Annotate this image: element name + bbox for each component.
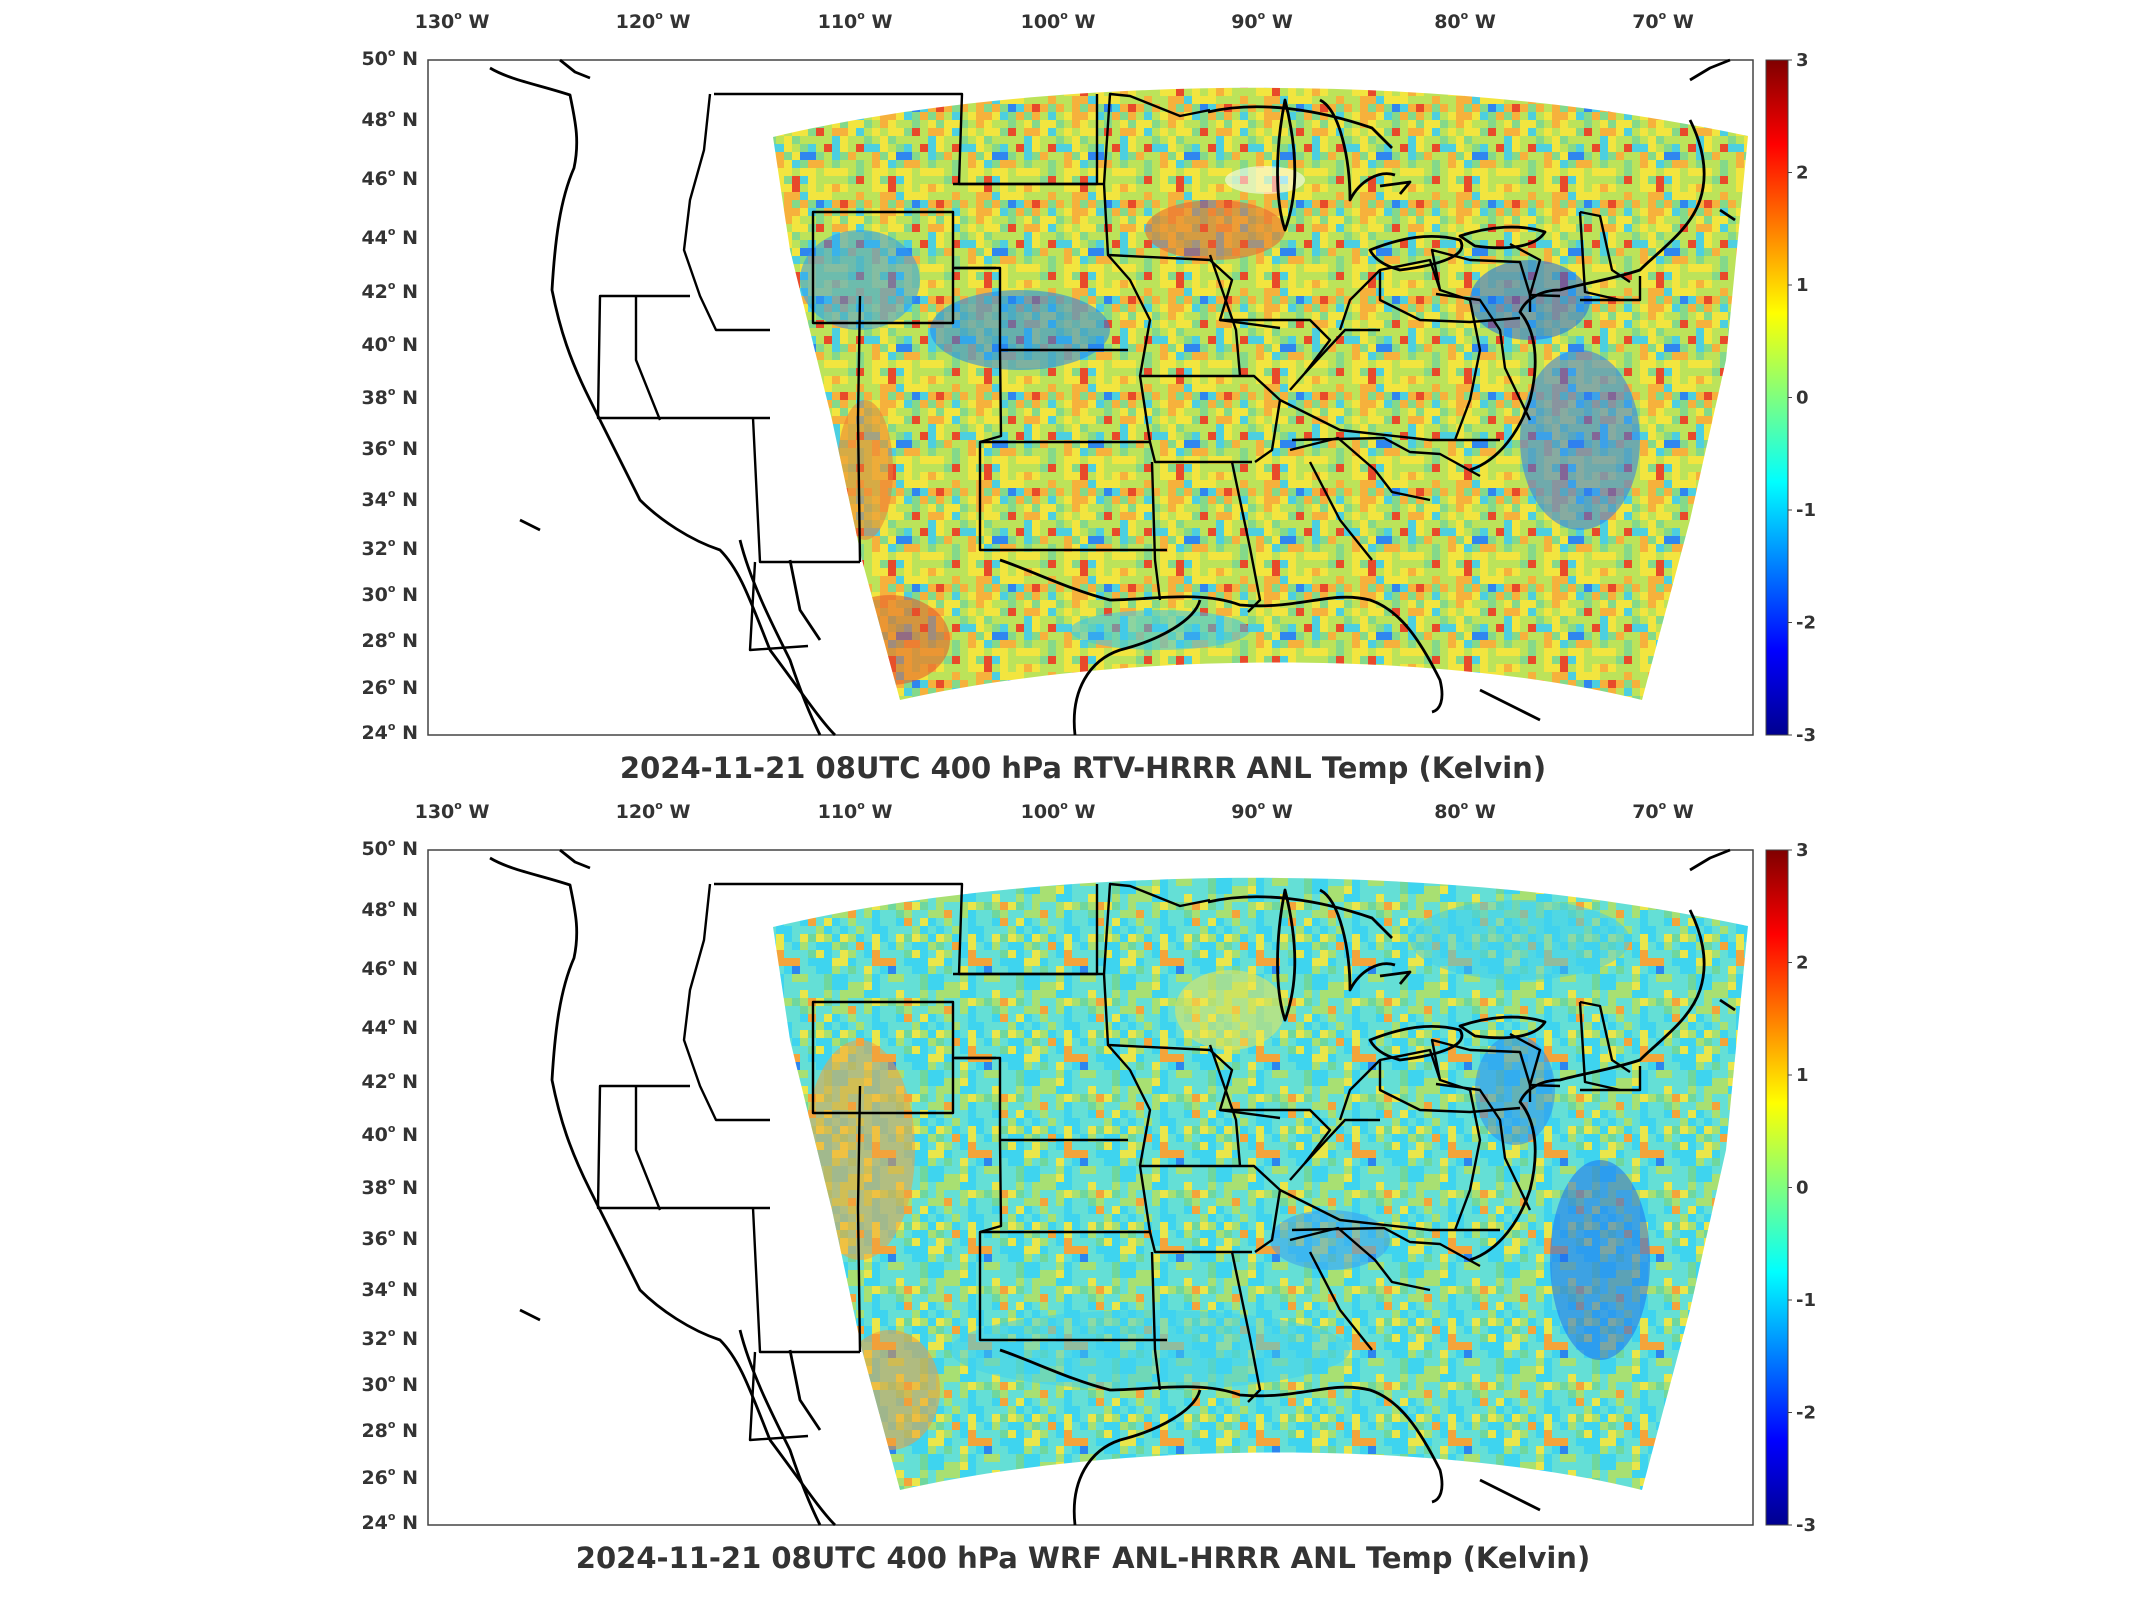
longitude-label: 80o W [1434,799,1496,823]
colorbar-tick-label: 1 [1796,275,1809,296]
latitude-label: 28o N [361,628,418,652]
colorbar-tick-label: 3 [1796,50,1809,71]
latitude-label: 26o N [361,675,418,699]
bottom-map-figure: 130o W 120o W 110o W 100o W 90o W 80o W 70o W 5… [361,799,1816,1575]
colorbar-tick-label: -2 [1796,1403,1816,1424]
latitude-label: 40o N [361,1122,418,1146]
latitude-label: 46o N [361,956,418,980]
longitude-label: 110o W [818,9,893,33]
longitude-label: 70o W [1632,799,1694,823]
colorbar-tick-label: -3 [1796,725,1816,746]
longitude-label: 80o W [1434,9,1496,33]
colorbar [1765,849,1789,1526]
colorbar-tick-label: 2 [1796,163,1809,184]
latitude-label: 50o N [361,46,418,70]
colorbar [1765,59,1789,736]
longitude-label: 120o W [616,9,691,33]
state-borders [596,882,1642,1442]
latitude-label: 42o N [361,279,418,303]
colorbar-tick-label: 1 [1796,1065,1809,1086]
latitude-label: 36o N [361,1226,418,1250]
longitude-label: 130o W [415,9,490,33]
longitude-label: 90o W [1231,9,1293,33]
colorbar-tick-label: 0 [1796,388,1809,409]
longitude-label: 100o W [1021,799,1096,823]
latitude-label: 24o N [361,1510,418,1534]
colorbar-tick-label: 2 [1796,953,1809,974]
colorbar-tick-label: 0 [1796,1178,1809,1199]
latitude-label: 28o N [361,1418,418,1442]
latitude-label: 46o N [361,166,418,190]
latitude-label: 42o N [361,1069,418,1093]
longitude-label: 120o W [616,799,691,823]
latitude-label: 40o N [361,332,418,356]
longitude-label: 100o W [1021,9,1096,33]
colorbar-tick-label: -3 [1796,1515,1816,1536]
latitude-label: 30o N [361,582,418,606]
latitude-label: 26o N [361,1465,418,1489]
coastlines [489,848,1736,1526]
colorbar-tick-label: -2 [1796,613,1816,634]
latitude-label: 44o N [361,1015,418,1039]
latitude-label: 48o N [361,897,418,921]
top-map-panel: 130o W 120o W 110o W 100o W 90o W 80o W 70o W 5… [361,9,1816,785]
latitude-label: 32o N [361,536,418,560]
colorbar-tick-label: 3 [1796,840,1809,861]
longitude-label: 90o W [1231,799,1293,823]
latitude-label: 32o N [361,1326,418,1350]
state-borders [596,92,1642,652]
longitude-label: 110o W [818,799,893,823]
coastlines [489,58,1736,736]
latitude-label: 30o N [361,1372,418,1396]
latitude-label: 38o N [361,1175,418,1199]
latitude-label: 38o N [361,385,418,409]
latitude-label: 48o N [361,107,418,131]
colorbar-tick-label: -1 [1796,1290,1816,1311]
latitude-label: 34o N [361,1277,418,1301]
latitude-label: 36o N [361,436,418,460]
latitude-label: 44o N [361,225,418,249]
latitude-label: 34o N [361,487,418,511]
longitude-label: 130o W [415,799,490,823]
top-map-figure: 130o W 120o W 110o W 100o W 90o W 80o W 70o W 5… [361,9,1816,785]
latitude-label: 24o N [361,720,418,744]
map-title: 2024-11-21 08UTC 400 hPa WRF ANL-HRRR AN… [576,1541,1590,1575]
colorbar-tick-label: -1 [1796,500,1816,521]
longitude-label: 70o W [1632,9,1694,33]
latitude-label: 50o N [361,836,418,860]
map-title: 2024-11-21 08UTC 400 hPa RTV-HRRR ANL Te… [620,751,1546,785]
bottom-map-panel: 130o W 120o W 110o W 100o W 90o W 80o W 70o W 5… [0,790,2133,1590]
